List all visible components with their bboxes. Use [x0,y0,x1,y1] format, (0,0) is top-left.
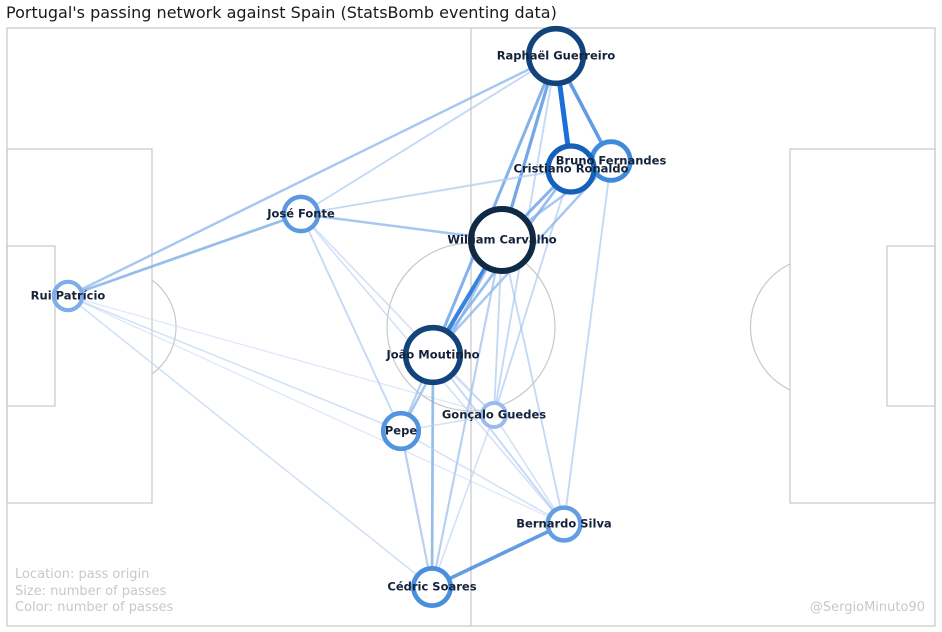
player-node-pepe [380,410,422,452]
left-penalty-arc [151,279,177,375]
player-node-fonte [281,194,321,234]
player-label-carvalho: William Carvalho [447,233,556,247]
right-penalty-area [789,148,936,504]
pass-edges [66,53,613,589]
pass-edge-fonte-guedes [300,213,495,416]
pass-edge-fonte-patricio [66,212,303,298]
player-label-fernandes: Bruno Fernandes [556,154,667,168]
right-six-yard-box [886,245,936,407]
pass-edge-guerreiro-moutinho [431,54,558,357]
pass-edge-carvalho-silva [501,239,565,525]
credit-text: @SergioMinuto90 [810,600,925,615]
pass-edge-guedes-silva [493,414,565,525]
player-node-soares [411,566,453,608]
player-node-guedes [480,401,508,429]
player-label-moutinho: João Moutinho [385,348,479,362]
player-label-fonte: José Fonte [266,207,335,221]
pass-edge-fernandes-silva [563,160,612,525]
player-label-guedes: Gonçalo Guedes [442,408,546,422]
left-penalty-area [6,148,153,504]
player-labels: Raphaël Guerreiro Bruno FernandesCristian… [31,49,667,594]
player-node-guerreiro [525,25,587,87]
pass-edge-patricio-soares [67,295,433,588]
pass-edge-moutinho-soares [430,353,435,589]
pass-edge-silva-soares [430,522,566,589]
player-node-ronaldo [545,143,597,195]
legend-size-note: Size: number of passes [15,584,166,599]
pass-edge-ronaldo-guedes [493,168,572,416]
left-six-yard-box [6,245,56,407]
player-label-soares: Cédric Soares [387,580,476,594]
player-label-guerreiro: Raphaël Guerreiro [497,49,616,63]
pass-edge-pepe-silva [400,430,565,525]
pass-edge-pepe-soares [399,429,434,589]
player-node-moutinho [402,324,464,386]
legend-location-note: Location: pass origin [15,567,149,582]
football-pitch [6,27,936,627]
pass-edge-patricio-silva [67,295,565,525]
pass-edge-moutinho-silva [432,354,565,525]
right-penalty-arc [749,263,791,391]
pass-edge-guedes-soares [431,414,495,588]
player-node-carvalho [468,206,536,274]
legend-color-note: Color: number of passes [15,600,174,615]
player-label-pepe: Pepe [385,424,417,438]
player-label-silva: Bernardo Silva [516,517,611,531]
player-label-ronaldo: Cristiano Ronaldo [514,162,629,176]
player-label-patricio: Rui Patrício [31,289,106,303]
pass-edge-carvalho-soares [430,238,504,589]
pass-edge-guerreiro-patricio [66,54,558,298]
chart-title: Portugal's passing network against Spain… [6,3,557,22]
pass-edge-patricio-pepe [67,295,402,432]
pass-edge-patricio-guedes [67,295,495,416]
player-nodes [51,25,633,608]
player-node-silva [545,505,583,543]
pass-edge-guerreiro-fonte [300,55,557,215]
player-node-patricio [51,279,85,313]
pass-edge-fonte-pepe [300,213,402,432]
